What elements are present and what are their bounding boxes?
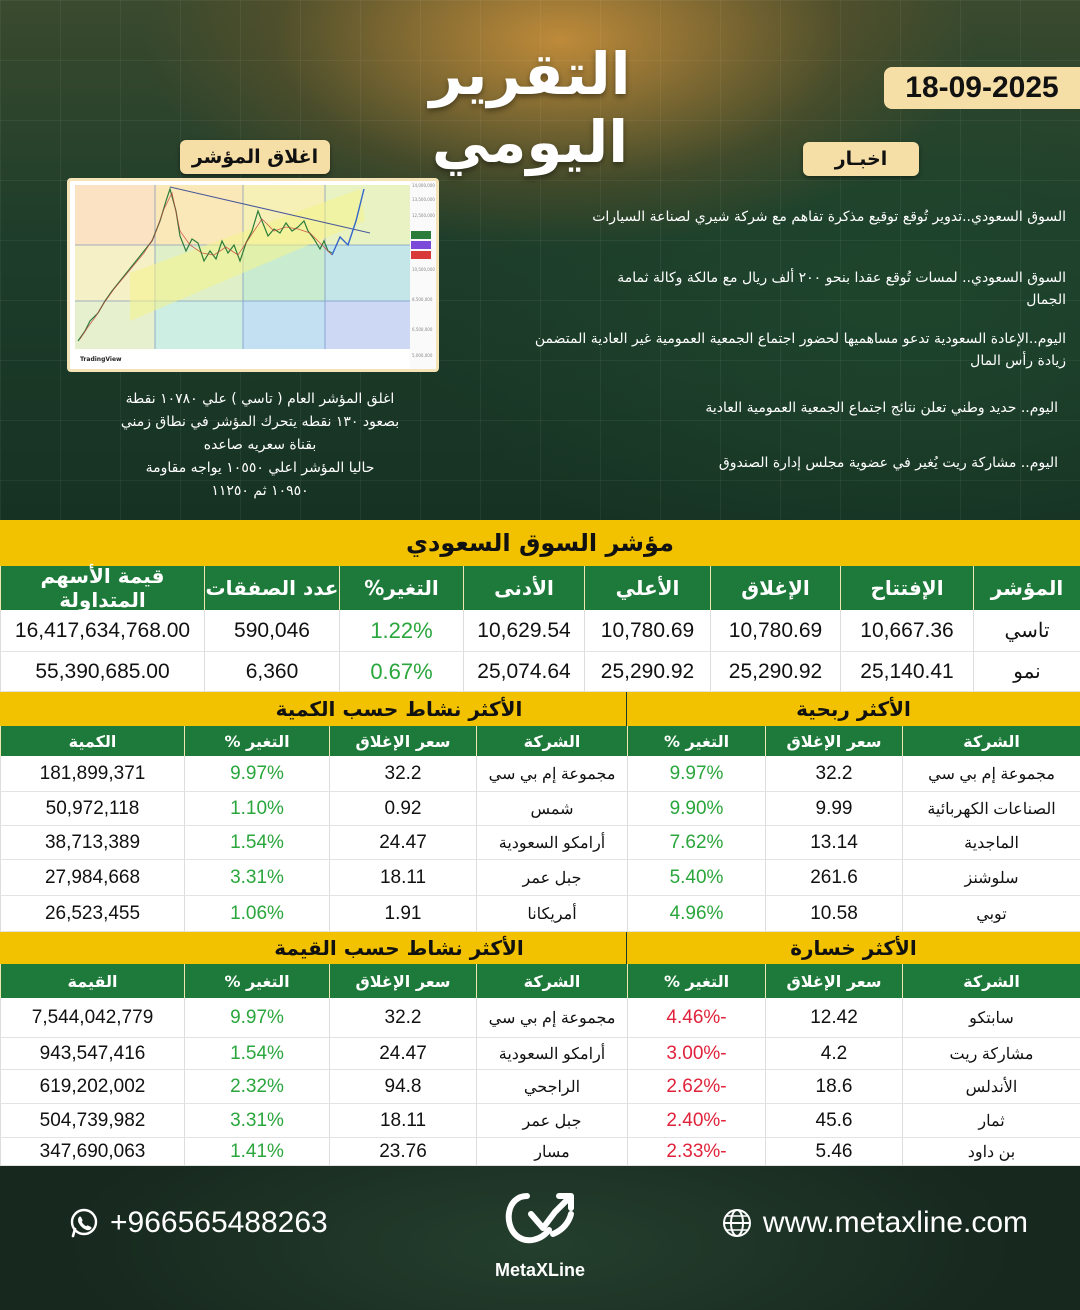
- table-row: الصناعات الكهربائية 9.99 9.90% شمس 0.92 …: [0, 792, 1080, 826]
- phone-contact[interactable]: +966565488263: [68, 1206, 328, 1240]
- whatsapp-icon: [70, 1208, 98, 1238]
- market-header-row: المؤشر الإفتتاح الإغلاق الأعلي الأدنى ال…: [0, 564, 1080, 612]
- brand-logo-icon: [505, 1193, 574, 1244]
- news-item: اليوم.. مشاركة ريت يُغير في عضوية مجلس إ…: [718, 455, 1058, 471]
- table-row: ثمار 45.6 -2.40% جبل عمر 18.11 3.31% 504…: [0, 1104, 1080, 1138]
- table-row: نمو 25,140.41 25,290.92 25,290.92 25,074…: [0, 652, 1080, 692]
- losers-title: الأكثر خسارة: [627, 932, 1080, 964]
- report-date: 18-09-2025: [884, 67, 1080, 109]
- gainers-title: الأكثر ربحية: [627, 692, 1080, 726]
- news-item: اليوم..الإعادة السعودية تدعو مساهميها لح…: [534, 331, 1066, 369]
- page-title: التقرير اليومي: [429, 40, 631, 176]
- table-row: سلوشنز 261.6 5.40% جبل عمر 18.11 3.31% 2…: [0, 860, 1080, 896]
- volume-title: الأكثر نشاط حسب الكمية: [172, 692, 626, 726]
- svg-text:13,500,000: 13,500,000: [412, 197, 435, 202]
- website-url: www.metaxline.com: [762, 1206, 1028, 1239]
- metaxline-logo: MetaXLine: [470, 1184, 610, 1281]
- table-row: تاسي 10,667.36 10,780.69 10,780.69 10,62…: [0, 610, 1080, 652]
- globe-icon: [722, 1209, 751, 1237]
- index-summary: اغلق المؤشر العام ( تاسي ) علي ١٠٧٨٠ نقط…: [120, 391, 400, 499]
- svg-text:8,500,000: 8,500,000: [412, 297, 433, 302]
- svg-text:5,000,000: 5,000,000: [412, 353, 433, 358]
- table-row: الماجدية 13.14 7.62% أرامكو السعودية 24.…: [0, 826, 1080, 860]
- news-label: اخبـار: [803, 142, 919, 176]
- table-row: مجموعة إم بي سي 32.2 9.97% مجموعة إم بي …: [0, 756, 1080, 792]
- brand-name: MetaXLine: [494, 1260, 586, 1280]
- table-row: سابتكو 12.42 -4.46% مجموعة إم بي سي 32.2…: [0, 998, 1080, 1038]
- table-row: مشاركة ريت 4.2 -3.00% أرامكو السعودية 24…: [0, 1038, 1080, 1070]
- market-index-title: مؤشر السوق السعودي: [0, 520, 1080, 566]
- svg-text:6,500,000: 6,500,000: [412, 327, 433, 332]
- index-chart-image: 14,000,000 13,500,000 12,500,000 10,500,…: [70, 181, 436, 369]
- value-title: الأكثر نشاط حسب القيمة: [172, 932, 626, 964]
- news-item: السوق السعودي.. لمسات تُوقع عقدا بنحو ٢٠…: [617, 270, 1066, 308]
- svg-text:12,500,000: 12,500,000: [412, 213, 435, 218]
- table-row: الأندلس 18.6 -2.62% الراجحي 94.8 2.32% 6…: [0, 1070, 1080, 1104]
- news-item: السوق السعودي..تدوير تُوقع توقيع مذكرة ت…: [592, 209, 1066, 225]
- tradingview-logo: TradingView: [80, 356, 122, 363]
- footer: +966565488263 MetaXLine www.metaxline.co…: [0, 1166, 1080, 1310]
- gainers-volume-header: الشركة سعر الإغلاق التغير % الشركة سعر ا…: [0, 726, 1080, 756]
- table-row: توبي 10.58 4.96% أمريكانا 1.91 1.06% 26,…: [0, 896, 1080, 932]
- website-link[interactable]: www.metaxline.com: [721, 1206, 1028, 1240]
- svg-text:10,500,000: 10,500,000: [412, 267, 435, 272]
- svg-text:14,000,000: 14,000,000: [412, 183, 435, 188]
- report-header: التقرير اليومي 18-09-2025 اغلاق المؤشر ا…: [0, 0, 1080, 520]
- losers-value-header: الشركة سعر الإغلاق التغير % الشركة سعر ا…: [0, 964, 1080, 998]
- news-item: اليوم.. حديد وطني تعلن نتائج اجتماع الجم…: [705, 400, 1058, 416]
- index-chart: 14,000,000 13,500,000 12,500,000 10,500,…: [67, 178, 439, 372]
- table-row: بن داود 5.46 -2.33% مسار 23.76 1.41% 347…: [0, 1138, 1080, 1166]
- index-close-label: اغلاق المؤشر: [180, 140, 330, 174]
- phone-number: +966565488263: [110, 1206, 328, 1239]
